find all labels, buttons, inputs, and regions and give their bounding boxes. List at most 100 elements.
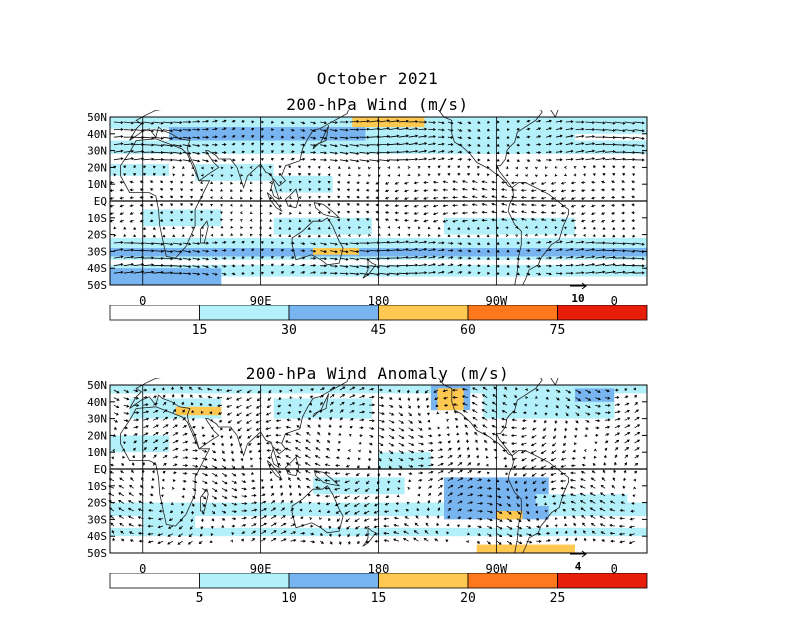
wind-vector	[109, 181, 114, 185]
wind-vector	[437, 234, 441, 237]
wind-vector	[113, 255, 124, 259]
wind-vector	[623, 469, 627, 474]
wind-vector	[339, 250, 349, 254]
wind-vector	[306, 432, 311, 436]
wind-vector	[633, 478, 636, 482]
wind-vector	[148, 501, 154, 505]
wind-vector	[328, 432, 331, 436]
wind-vector	[310, 143, 317, 147]
wind-vector	[128, 531, 134, 535]
wind-vector	[356, 181, 360, 185]
wind-vector	[634, 136, 645, 140]
wind-vector	[191, 173, 195, 177]
wind-vector	[388, 240, 400, 244]
wind-vector	[182, 250, 192, 254]
wind-vector	[552, 435, 557, 440]
wind-vector	[467, 136, 472, 140]
wind-vector	[172, 173, 176, 177]
wind-vector	[359, 151, 370, 155]
wind-vector	[487, 494, 493, 498]
wind-vector	[369, 403, 376, 407]
wind-vector	[520, 434, 527, 438]
wind-vector	[279, 484, 283, 489]
wind-vector	[564, 530, 568, 534]
wind-vector	[162, 271, 174, 275]
wind-speed-shading	[476, 544, 575, 553]
wind-vector	[241, 264, 245, 268]
wind-vector	[300, 388, 304, 392]
wind-vector	[349, 265, 360, 269]
wind-vector	[162, 424, 169, 429]
wind-vector	[438, 263, 445, 267]
wind-vector	[447, 135, 454, 139]
wind-vector	[285, 455, 291, 459]
wind-vector	[413, 181, 419, 185]
wind-vector	[595, 157, 606, 161]
wind-vector	[209, 411, 213, 415]
wind-vector	[526, 540, 533, 544]
wind-vector	[563, 165, 567, 169]
wind-vector	[143, 395, 149, 399]
wind-vector	[206, 387, 213, 391]
wind-vector	[152, 462, 156, 466]
wind-vector	[327, 226, 331, 230]
wind-vector	[113, 263, 124, 267]
wind-vector	[199, 533, 203, 537]
wind-vector	[159, 211, 164, 215]
wind-vector	[595, 128, 606, 132]
wind-vector	[192, 441, 198, 445]
wind-vector	[536, 135, 542, 138]
wind-vector	[153, 424, 159, 429]
wind-vector	[359, 387, 365, 391]
wind-vector	[550, 457, 557, 462]
wind-vector	[457, 447, 461, 451]
wind-vector	[485, 447, 488, 451]
wind-vector	[555, 412, 558, 417]
wind-vector	[280, 135, 285, 139]
wind-vector	[418, 464, 424, 468]
wind-vector	[600, 492, 606, 497]
wind-vector	[540, 182, 547, 185]
wind-vector	[540, 450, 547, 454]
wind-vector	[437, 462, 444, 466]
wind-vector	[621, 188, 625, 191]
wind-vector	[618, 524, 625, 528]
wind-vector	[149, 195, 154, 199]
wind-vector	[172, 416, 178, 421]
colorbar-tick-label: 15	[371, 591, 387, 606]
wind-vector	[358, 457, 361, 461]
wind-vector	[329, 394, 335, 398]
wind-vector	[418, 247, 428, 251]
colorbar-swatch	[378, 573, 469, 589]
wind-vector	[521, 427, 527, 430]
wind-vector	[123, 397, 130, 401]
wind-vector	[297, 165, 301, 169]
wind-vector	[565, 389, 572, 394]
wind-vector	[181, 165, 185, 169]
wind-vector	[485, 463, 489, 467]
wind-vector	[540, 218, 547, 222]
wind-vector	[346, 456, 350, 460]
wind-vector	[481, 195, 488, 199]
wind-vector	[221, 248, 227, 252]
wind-vector	[622, 173, 626, 176]
wind-vector	[560, 181, 566, 185]
wind-vector	[570, 189, 576, 193]
wind-vector	[128, 492, 134, 497]
longitude-label: 90E	[250, 294, 272, 308]
wind-vector	[300, 129, 306, 132]
wind-speed-shading	[175, 406, 222, 416]
wind-vector	[335, 456, 340, 460]
wind-vector	[295, 462, 301, 466]
wind-vector	[275, 426, 281, 430]
wind-vector	[268, 173, 272, 177]
wind-vector	[526, 143, 531, 147]
colorbar-tick-label: 75	[550, 323, 566, 338]
wind-vector	[432, 212, 439, 216]
wind-vector	[251, 523, 257, 527]
wind-vector	[466, 439, 469, 444]
wind-vector	[182, 144, 192, 148]
wind-vector	[511, 202, 517, 206]
wind-vector	[172, 409, 177, 413]
wind-vector	[515, 234, 519, 238]
